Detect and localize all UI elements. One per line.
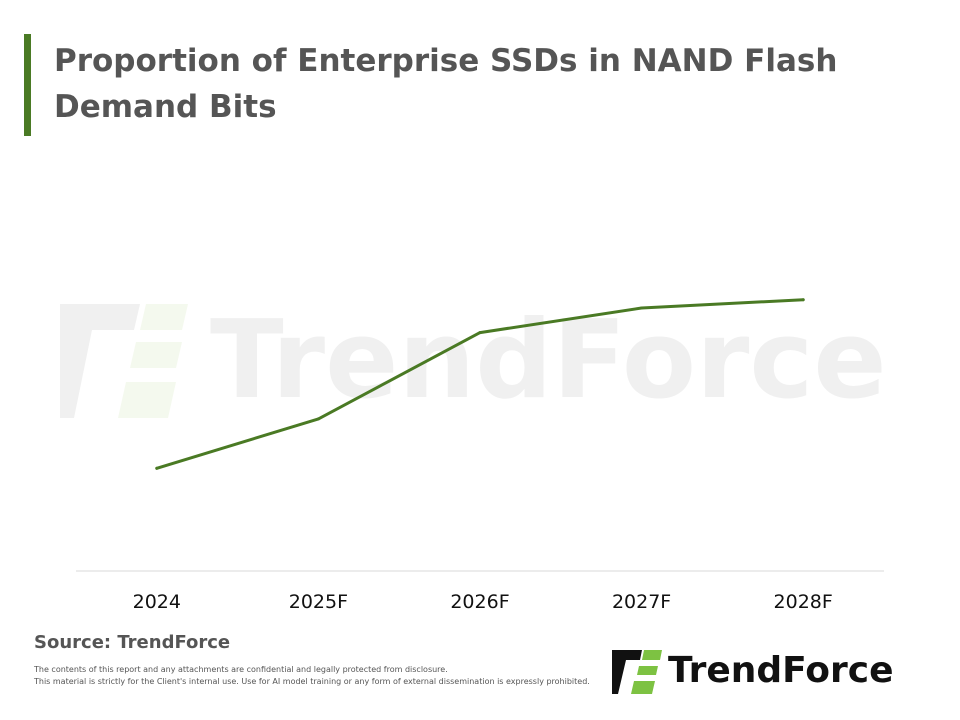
- data-point: [316, 417, 320, 421]
- title-accent-bar: [24, 34, 31, 136]
- trendforce-logo-icon: [612, 650, 662, 694]
- x-tick-label: 2026F: [450, 591, 509, 613]
- x-tick-label: 2025F: [289, 591, 348, 613]
- watermark: TrendForce: [60, 296, 920, 426]
- x-tick-label: 2024: [133, 591, 181, 613]
- x-tick-label: 2028F: [774, 591, 833, 613]
- disclaimer-line-1: The contents of this report and any atta…: [34, 665, 448, 674]
- x-tick-label: 2027F: [612, 591, 671, 613]
- series-layer: [155, 298, 805, 470]
- logo-wordmark: TrendForce: [668, 650, 894, 691]
- data-point: [640, 306, 644, 310]
- page-title: Proportion of Enterprise SSDs in NAND Fl…: [54, 43, 838, 125]
- data-point: [478, 331, 482, 335]
- watermark-logo-icon: [60, 304, 188, 418]
- data-point: [155, 466, 159, 470]
- watermark-text: TrendForce: [210, 298, 887, 423]
- source-label: Source: TrendForce: [34, 632, 231, 653]
- data-point: [801, 298, 805, 302]
- trendforce-logo: TrendForce: [612, 648, 932, 696]
- series-line: [155, 298, 805, 470]
- x-tick-labels: 2024 2025F 2026F 2027F 2028F: [133, 591, 833, 613]
- disclaimer-line-2: This material is strictly for the Client…: [34, 677, 590, 686]
